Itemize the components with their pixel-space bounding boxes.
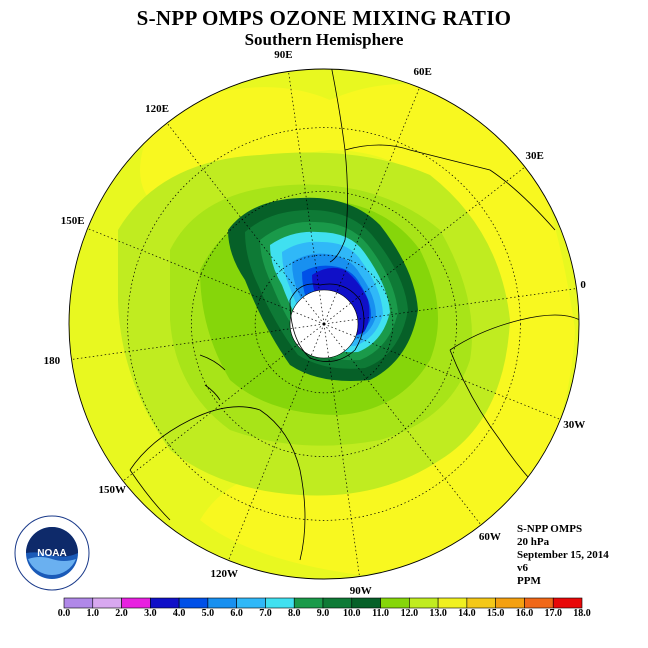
longitude-label: 90W [349,585,372,598]
meridian-line [122,323,325,482]
longitude-label: 30W [563,418,586,431]
colorbar-tick-label: 17.0 [544,608,562,619]
colorbar-tick-label: 11.0 [372,608,390,619]
colorbar-swatch [265,597,295,609]
longitude-label: 180 [43,354,61,367]
graticule [71,71,577,577]
colorbar-swatch [121,597,151,609]
colorbar-swatch [437,597,468,609]
colorbar-tick-label: 0.0 [57,608,71,619]
meridian-line [323,323,482,526]
map-subtitle: Southern Hemisphere [244,30,404,49]
meridian-line [323,87,420,325]
longitude-label: 60W [478,530,501,543]
colorbar-tick-label: 3.0 [144,608,157,619]
info-version: v6 [517,562,528,574]
colorbar-tick-label: 14.0 [458,608,476,619]
colorbar-tick-label: 6.0 [230,608,243,619]
colorbar-swatch [178,597,209,609]
noaa-logo: NOAA [14,515,90,591]
meridian-line [87,228,325,325]
colorbar-swatch [495,597,525,609]
colorbar-tick-label: 10.0 [343,608,361,619]
colorbar-swatch [293,597,324,609]
colorbar-swatch [552,597,583,609]
colorbar-swatch [63,597,94,609]
svg-text:NOAA: NOAA [37,548,66,559]
longitude-label: 120E [145,103,169,116]
meridian-line [323,323,561,420]
colorbar-tick-label: 8.0 [287,608,301,619]
colorbar-swatch [466,597,496,609]
coastline-australia [129,406,306,561]
colorbar-tick-label: 1.0 [86,608,100,619]
colorbar-swatch [236,597,266,609]
info-pressure: 20 hPa [517,536,550,548]
colorbar-swatch [150,597,180,609]
longitude-label: 90E [274,48,293,61]
colorbar-swatch [351,597,381,609]
meridian-line [323,323,360,577]
pole-marker [322,322,326,326]
longitude-label: 30E [525,150,544,163]
info-units: PPM [517,575,541,587]
map-title: S-NPP OMPS OZONE MIXING RATIO [136,6,512,30]
longitude-label: 150W [98,483,126,496]
colorbar-tick-label: 7.0 [259,608,272,619]
info-block: S-NPP OMPS 20 hPa September 15, 2014 v6 … [517,523,609,588]
colorbar-tick-label: 4.0 [172,608,186,619]
meridian-line [166,122,325,325]
coastline-antarctica [289,283,365,362]
info-instrument: S-NPP OMPS [517,523,583,535]
meridian-line [323,166,526,325]
colorbar-tick-label: 12.0 [400,608,419,619]
colorbar-tick-label: 15.0 [486,608,505,619]
colorbar-tick-label: 5.0 [201,608,215,619]
colorbar-swatch [207,597,237,609]
colorbar-tick-label: 9.0 [316,608,330,619]
colorbar [63,597,583,609]
coastline-south-america [329,69,556,263]
colorbar-tick-label: 13.0 [429,608,447,619]
longitude-label: 60E [413,65,432,78]
map-border [68,68,580,580]
colorbar-swatch [92,597,122,609]
info-date: September 15, 2014 [517,549,609,561]
colorbar-tick-label: 16.0 [515,608,534,619]
latitude-circle [254,254,394,394]
colorbar-tick-label: 18.0 [573,608,591,619]
latitude-circle [191,191,457,457]
colorbar-swatch [322,597,353,609]
latitude-circle [127,127,521,521]
contour-13 [140,84,575,575]
colorbar-swatch [524,597,554,609]
colorbar-swatch [380,597,410,609]
coastline-new-zealand [199,354,226,401]
meridian-line [323,288,577,325]
colorbar-tick-label: 2.0 [115,608,128,619]
longitude-label: 150E [60,215,85,228]
meridian-line [228,323,325,561]
longitude-label: 0 [580,279,586,292]
meridian-line [71,323,325,360]
longitude-label: 120W [210,568,238,581]
meridian-line [288,71,325,325]
colorbar-swatch [409,597,439,609]
